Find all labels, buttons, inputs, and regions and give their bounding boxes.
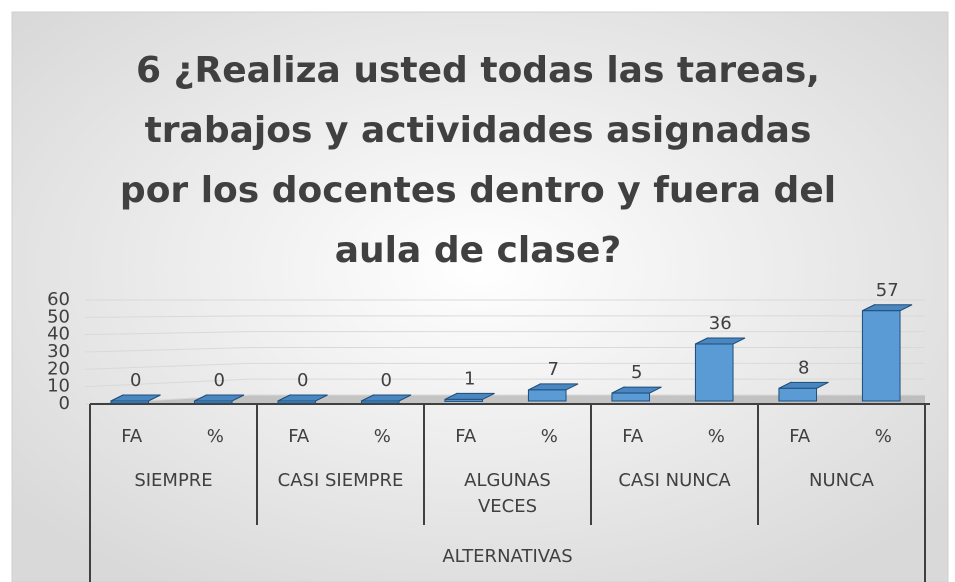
group-label: CASI SIEMPRE [278, 470, 404, 491]
group-label: SIEMPRE [134, 470, 212, 491]
x-tick-label: FA [622, 426, 644, 447]
group-label: CASI NUNCA [618, 470, 731, 491]
y-tick-label: 40 [47, 324, 70, 345]
x-axis-title: ALTERNATIVAS [442, 546, 572, 567]
y-tick-label: 10 [47, 376, 70, 397]
data-label: 0 [381, 370, 392, 391]
group-label: ALGUNAS VECES [464, 470, 551, 517]
bar [778, 381, 829, 402]
data-label: 1 [464, 368, 475, 389]
bar-face [778, 387, 818, 402]
bar-face [611, 392, 651, 402]
data-label: 36 [709, 313, 732, 334]
chart-title: 6 ¿Realiza usted todas las tareas, trabaj… [120, 50, 836, 271]
data-label: 0 [130, 370, 141, 391]
bar-face [444, 398, 484, 402]
y-tick-label: 50 [47, 306, 70, 327]
y-tick-label: 30 [47, 341, 70, 362]
data-label: 57 [876, 280, 899, 301]
data-label: 7 [548, 359, 559, 380]
bar [861, 303, 913, 402]
bar-face [360, 400, 400, 404]
bar-face [277, 400, 317, 404]
x-tick-label: % [541, 426, 558, 447]
data-label: 8 [798, 357, 809, 378]
data-label: 0 [297, 370, 308, 391]
bar-face [193, 400, 233, 404]
x-tick-label: % [374, 426, 391, 447]
data-label: 5 [631, 362, 642, 383]
grid-line [84, 331, 925, 336]
bar [110, 394, 161, 404]
group-label: NUNCA [809, 470, 875, 491]
y-tick-label: 20 [47, 358, 70, 379]
bar [277, 394, 328, 404]
x-tick-label: FA [455, 426, 477, 447]
bar [527, 383, 579, 402]
grid-line [84, 315, 925, 318]
bar [193, 394, 245, 404]
bar-face [861, 310, 901, 402]
bar [360, 394, 412, 404]
x-tick-label: % [207, 426, 224, 447]
y-tick-label: 60 [47, 289, 70, 310]
bar-face [694, 343, 734, 402]
bar [444, 392, 495, 403]
x-tick-label: FA [288, 426, 310, 447]
bar-face [110, 400, 150, 404]
bar-face [527, 389, 567, 402]
bar [694, 337, 746, 402]
x-tick-label: % [708, 426, 725, 447]
y-tick-label: 0 [59, 393, 70, 414]
chart-area [11, 11, 949, 582]
x-tick-label: FA [121, 426, 143, 447]
bar [611, 386, 662, 402]
x-tick-label: % [875, 426, 892, 447]
data-label: 0 [214, 370, 225, 391]
x-tick-label: FA [789, 426, 811, 447]
